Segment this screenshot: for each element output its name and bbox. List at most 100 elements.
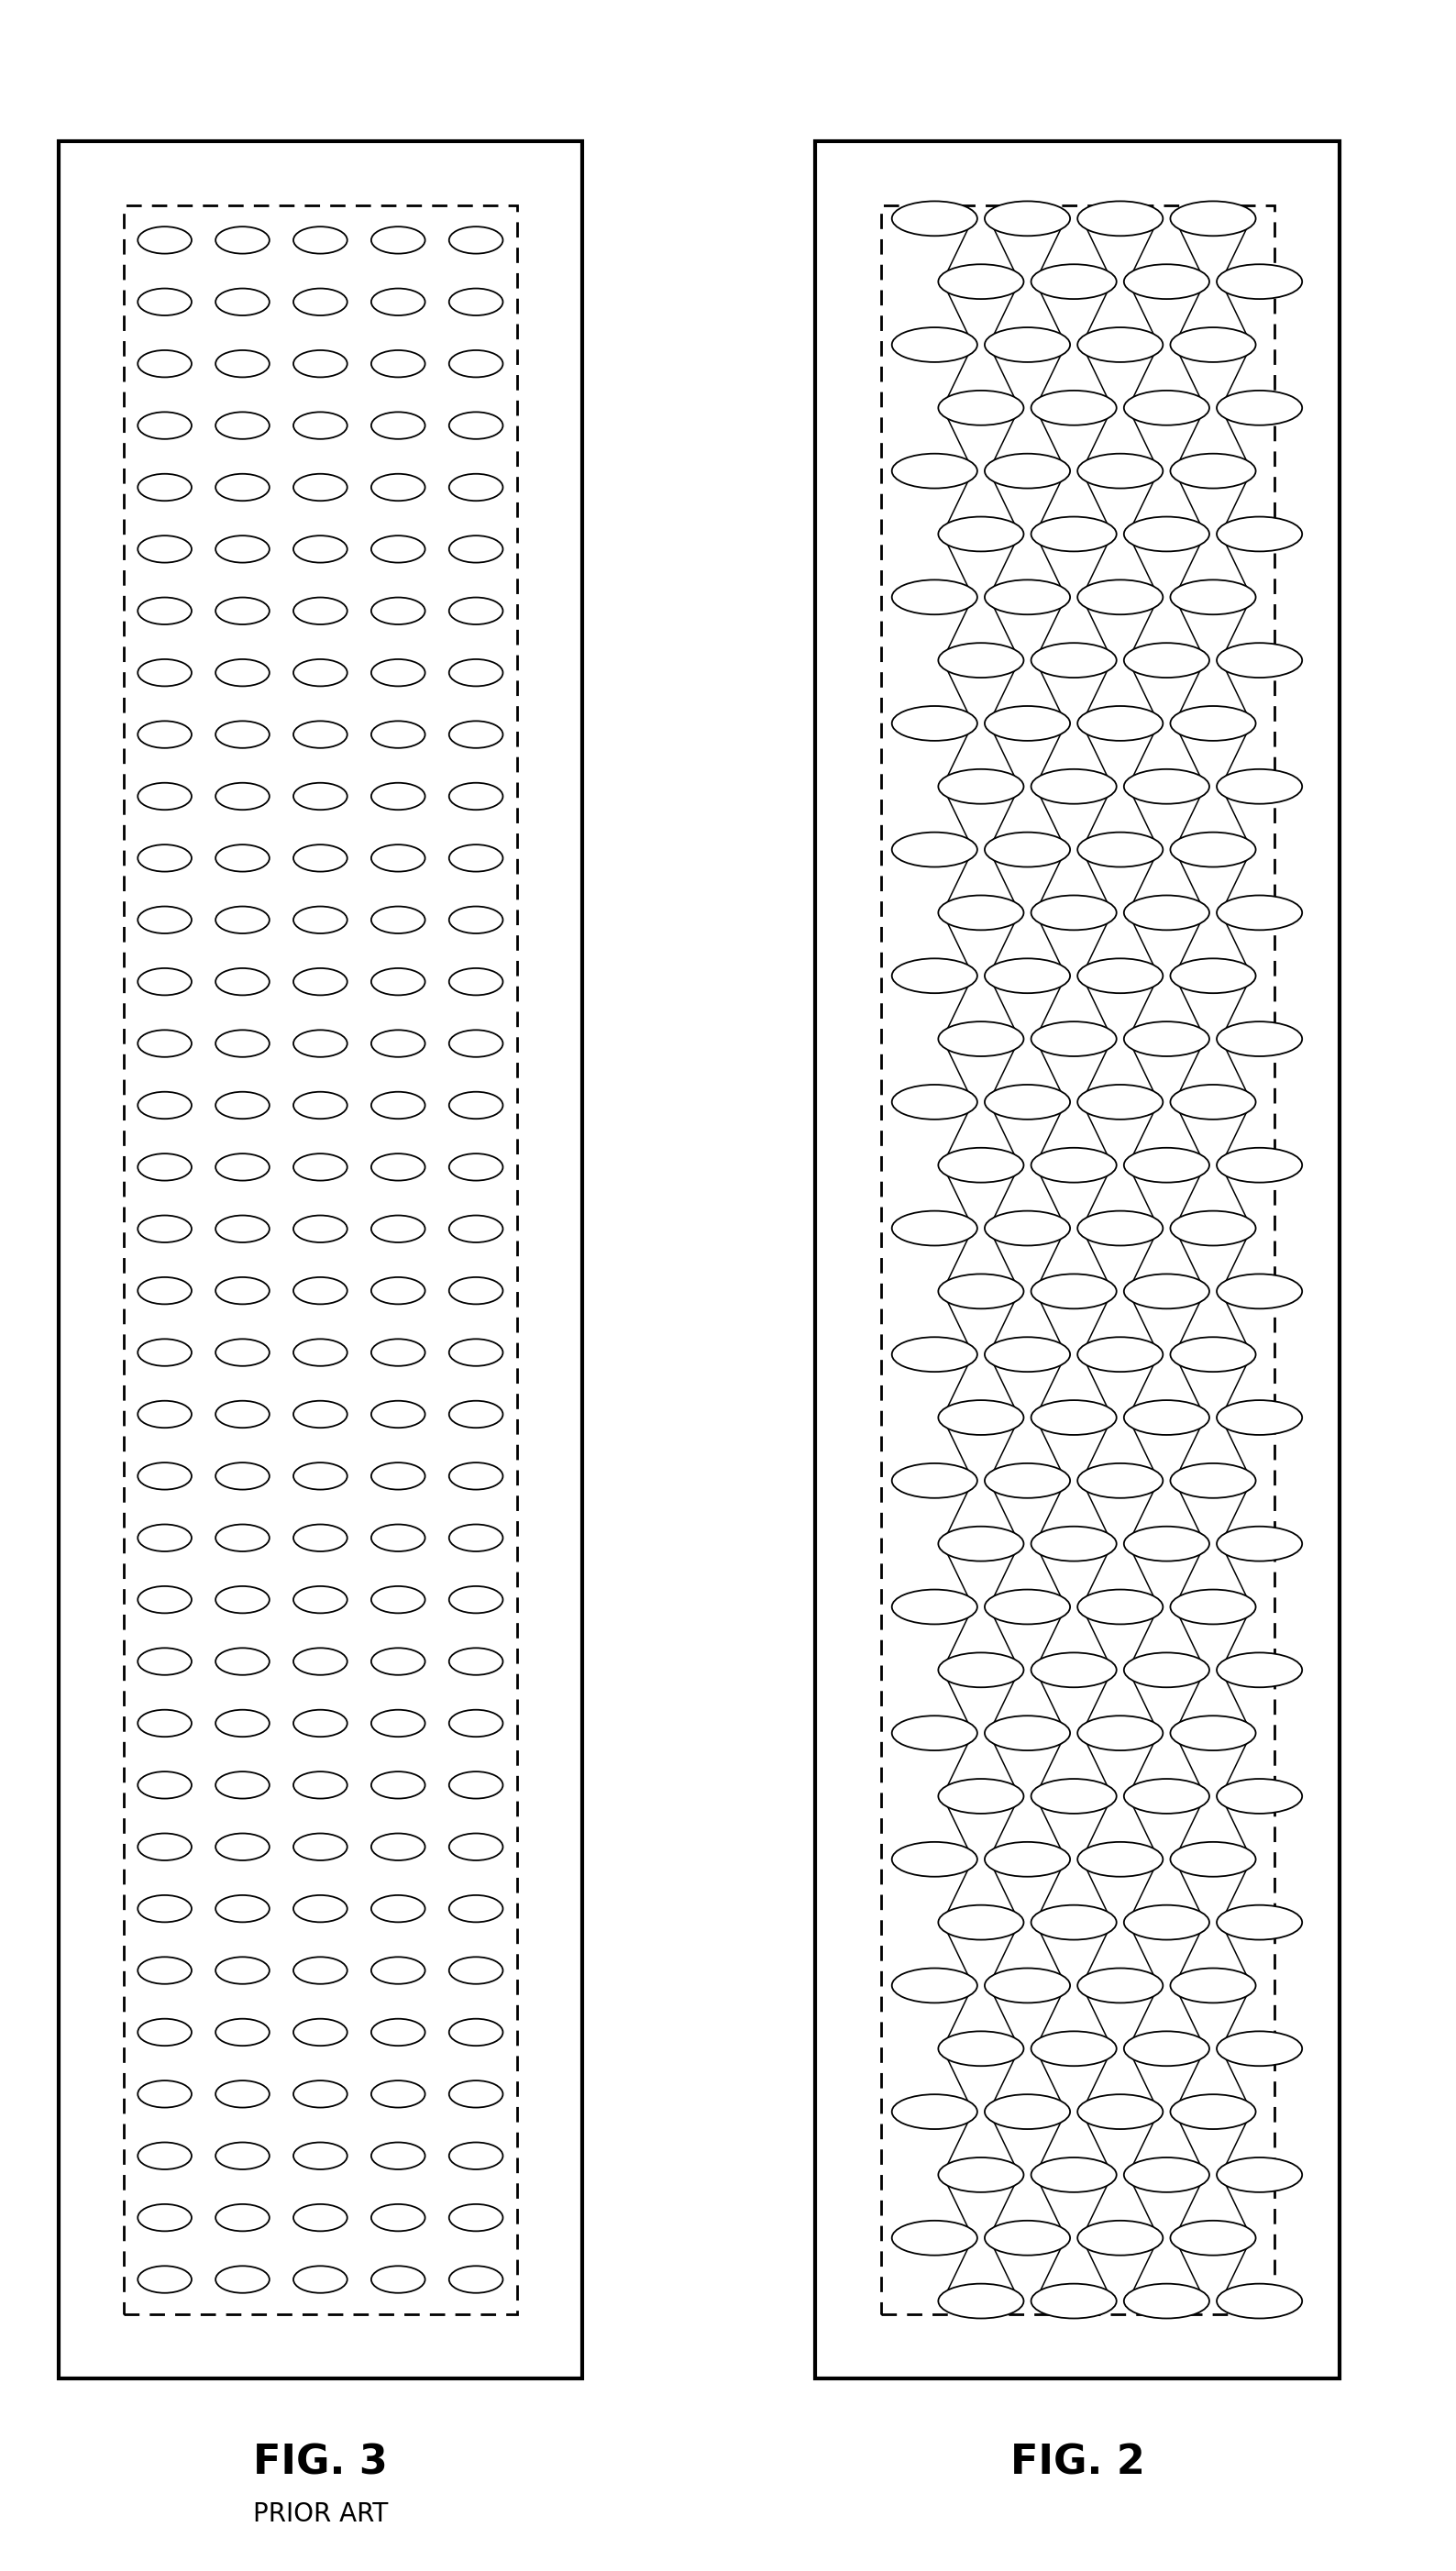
Ellipse shape [984,1969,1070,2003]
Ellipse shape [1217,2157,1302,2193]
Ellipse shape [448,1710,502,1738]
Ellipse shape [215,969,269,995]
Ellipse shape [294,1216,347,1242]
Ellipse shape [893,1841,977,1877]
Ellipse shape [1077,581,1163,614]
Ellipse shape [294,1278,347,1303]
Ellipse shape [1171,201,1255,237]
Ellipse shape [371,1339,425,1365]
Ellipse shape [215,596,269,625]
Ellipse shape [1077,833,1163,866]
Ellipse shape [294,535,347,563]
Ellipse shape [938,265,1024,298]
Ellipse shape [1217,1401,1302,1435]
Ellipse shape [1171,1085,1255,1118]
Ellipse shape [1031,265,1117,298]
Ellipse shape [448,2018,502,2047]
Ellipse shape [138,1895,192,1923]
Ellipse shape [938,769,1024,805]
Ellipse shape [215,908,269,933]
Ellipse shape [1031,1147,1117,1183]
Ellipse shape [1124,1653,1210,1687]
Ellipse shape [1124,1527,1210,1561]
Ellipse shape [1124,1147,1210,1183]
Ellipse shape [138,473,192,501]
Ellipse shape [294,1957,347,1985]
Ellipse shape [371,1401,425,1427]
Ellipse shape [1077,452,1163,488]
Ellipse shape [1031,2283,1117,2319]
Ellipse shape [1031,1653,1117,1687]
Ellipse shape [1171,959,1255,992]
Ellipse shape [294,1525,347,1550]
Ellipse shape [1124,517,1210,550]
Ellipse shape [1124,1021,1210,1057]
Ellipse shape [1031,643,1117,679]
Ellipse shape [1031,1401,1117,1435]
Text: PRIOR ART: PRIOR ART [253,2502,387,2527]
Ellipse shape [1217,1527,1302,1561]
Ellipse shape [448,782,502,810]
Ellipse shape [893,707,977,740]
Ellipse shape [1217,517,1302,550]
Ellipse shape [138,288,192,316]
Ellipse shape [1217,2283,1302,2319]
Ellipse shape [448,1093,502,1118]
Ellipse shape [1031,1527,1117,1561]
Ellipse shape [1031,517,1117,550]
Ellipse shape [371,1771,425,1800]
Ellipse shape [1031,1275,1117,1309]
Ellipse shape [1077,1841,1163,1877]
Ellipse shape [1077,707,1163,740]
Ellipse shape [1171,1463,1255,1499]
Ellipse shape [1031,2157,1117,2193]
Ellipse shape [938,1779,1024,1813]
Ellipse shape [215,1093,269,1118]
Ellipse shape [294,411,347,440]
Ellipse shape [448,1525,502,1550]
Ellipse shape [984,1085,1070,1118]
Ellipse shape [1077,1085,1163,1118]
Ellipse shape [448,1216,502,1242]
Ellipse shape [215,1957,269,1985]
Ellipse shape [984,1337,1070,1373]
Ellipse shape [448,1586,502,1612]
Ellipse shape [371,1957,425,1985]
Ellipse shape [1124,1275,1210,1309]
Ellipse shape [138,1278,192,1303]
Ellipse shape [893,959,977,992]
Ellipse shape [893,2095,977,2129]
Ellipse shape [138,2203,192,2232]
Ellipse shape [1171,833,1255,866]
Ellipse shape [1217,2031,1302,2067]
Ellipse shape [984,1211,1070,1244]
Ellipse shape [215,1216,269,1242]
Ellipse shape [448,1771,502,1800]
Ellipse shape [138,2265,192,2293]
Ellipse shape [984,2221,1070,2255]
Ellipse shape [893,201,977,237]
Ellipse shape [371,2080,425,2108]
Ellipse shape [371,782,425,810]
Ellipse shape [294,350,347,378]
Ellipse shape [984,1589,1070,1625]
Ellipse shape [448,969,502,995]
Ellipse shape [371,2203,425,2232]
Ellipse shape [448,1648,502,1674]
Ellipse shape [1077,1211,1163,1244]
Ellipse shape [215,2203,269,2232]
Ellipse shape [294,1895,347,1923]
Ellipse shape [294,846,347,872]
Ellipse shape [138,908,192,933]
Ellipse shape [138,969,192,995]
Ellipse shape [448,2080,502,2108]
Ellipse shape [371,411,425,440]
Ellipse shape [448,1957,502,1985]
Ellipse shape [294,596,347,625]
Ellipse shape [294,2080,347,2108]
Ellipse shape [1031,391,1117,424]
Bar [58,141,582,2378]
Ellipse shape [294,2265,347,2293]
Bar [881,206,1274,2314]
Ellipse shape [984,201,1070,237]
